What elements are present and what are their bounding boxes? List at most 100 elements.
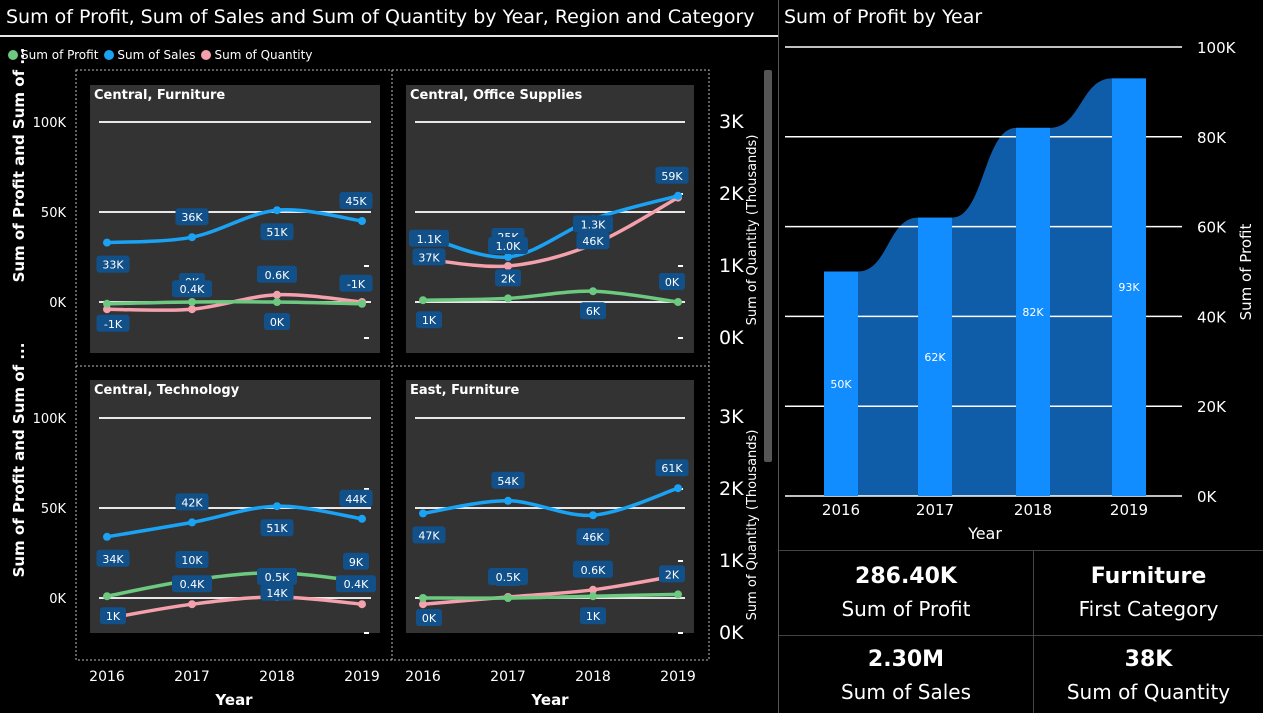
- data-point: [188, 518, 196, 527]
- data-label-box: [260, 519, 294, 537]
- data-point: [419, 296, 427, 305]
- kpi-sales-label: Sum of Sales: [840, 680, 972, 704]
- kpi-first-category-value: Furniture: [1090, 564, 1207, 589]
- bar: [1112, 78, 1146, 497]
- left-chart-title: Sum of Profit, Sum of Sales and Sum of Q…: [6, 6, 755, 28]
- series-line-sum-of-profit: [106, 571, 363, 598]
- data-label: 2K: [501, 272, 516, 285]
- kpi-profit-value: 286.40K: [855, 564, 957, 589]
- kpi-card-first-category[interactable]: Furniture First Category: [1034, 564, 1263, 621]
- panel-background: [406, 85, 694, 353]
- right-visual: Sum of Profit by Year 100K 80K 60K 40K 20K 0K…: [779, 0, 1263, 550]
- data-label: 45K: [345, 195, 367, 208]
- data-point: [188, 233, 196, 242]
- y-left-tick-label: 100K: [33, 412, 67, 427]
- panel-title: Central, Technology: [94, 383, 240, 398]
- data-label-box: [96, 255, 130, 273]
- y-left-tick-label: 50K: [41, 206, 67, 221]
- data-label-box: [491, 471, 525, 489]
- data-label: 46K: [582, 235, 604, 248]
- bar-data-label: 62K: [924, 351, 946, 364]
- x-tick-label: 2016: [405, 669, 441, 685]
- data-label-box: [264, 313, 290, 330]
- data-label: 54K: [497, 475, 519, 488]
- legend: Sum of Profit Sum of Sales Sum of Quanti…: [8, 48, 312, 62]
- data-label-box: [172, 280, 212, 298]
- kpi-card-quantity[interactable]: 38K Sum of Quantity: [1034, 647, 1263, 704]
- x-tick-label: 2018: [1014, 501, 1052, 519]
- data-label-box: [100, 607, 126, 625]
- y-left-tick-label: 0K: [49, 592, 66, 607]
- data-label: 61K: [661, 462, 683, 475]
- data-point: [273, 502, 281, 511]
- series-line-sum-of-sales: [422, 194, 679, 259]
- data-label: 0.6K: [581, 564, 606, 577]
- y-left-tick-label: 50K: [41, 502, 67, 517]
- data-label: 0.4K: [180, 283, 205, 296]
- data-label: 34K: [102, 553, 124, 566]
- data-point: [358, 299, 366, 308]
- data-point: [419, 600, 427, 609]
- legend-item-profit[interactable]: Sum of Profit: [8, 48, 98, 62]
- bar: [824, 271, 858, 496]
- y-left-tick-label: 100K: [33, 116, 67, 131]
- scrollbar[interactable]: [764, 70, 772, 462]
- bar-data-label: 50K: [830, 378, 852, 391]
- kpi-card-sales[interactable]: 2.30M Sum of Sales: [779, 647, 1033, 704]
- data-label: 59K: [661, 170, 683, 183]
- data-label-box: [96, 549, 130, 567]
- data-label-box: [576, 528, 610, 546]
- kpi-card-profit[interactable]: 286.40K Sum of Profit: [779, 564, 1033, 621]
- series-line-sum-of-sales: [106, 208, 363, 245]
- data-label: 47K: [418, 529, 440, 542]
- data-point: [504, 594, 512, 602]
- y-left-axis-title: Sum of Profit and Sum of ...: [10, 343, 28, 578]
- bar: [1016, 127, 1050, 496]
- x-tick-label: 2019: [660, 669, 696, 685]
- panel-title: East, Furniture: [410, 383, 520, 398]
- data-label: 0.4K: [344, 578, 369, 591]
- data-point: [273, 206, 281, 215]
- data-point: [419, 509, 427, 518]
- x-tick-label: 2016: [822, 501, 860, 519]
- x-tick-label: 2019: [344, 669, 380, 685]
- data-label: -1K: [104, 318, 123, 331]
- data-point: [674, 590, 682, 599]
- data-point: [674, 298, 682, 306]
- series-line-sum-of-profit: [422, 592, 679, 600]
- legend-quantity-dot-icon: [201, 50, 212, 60]
- legend-sales-label: Sum of Sales: [117, 48, 196, 62]
- data-point: [188, 600, 196, 609]
- x-tick-label: 2017: [174, 669, 210, 685]
- data-point: [188, 298, 196, 306]
- series-line-sum-of-sales: [106, 504, 363, 539]
- x-tick-label: 2019: [1110, 501, 1148, 519]
- x-tick-label: 2016: [89, 669, 125, 685]
- data-label: 1K: [106, 610, 121, 623]
- profit-by-year-chart: 100K 80K 60K 40K 20K 0K 50K 2016 62K 2017 82K 2018 9…: [785, 39, 1255, 543]
- data-point: [504, 253, 512, 261]
- data-label: 0.5K: [496, 571, 521, 584]
- x-axis-title: Year: [530, 691, 569, 709]
- data-label: 0K: [270, 316, 285, 329]
- data-label-box: [655, 166, 689, 184]
- data-label: 0.4K: [180, 578, 205, 591]
- legend-item-quantity[interactable]: Sum of Quantity: [201, 48, 312, 62]
- legend-profit-dot-icon: [8, 50, 18, 60]
- data-label-box: [336, 575, 376, 593]
- ribbon-area: [824, 78, 1146, 497]
- data-label-box: [495, 269, 521, 287]
- series-line-sum-of-quantity: [422, 196, 679, 269]
- bar-data-label: 82K: [1022, 306, 1044, 319]
- kpi-profit-label: Sum of Profit: [841, 597, 971, 621]
- y-left-axis-title: Sum of Profit and Sum of ...: [10, 48, 28, 283]
- y-tick-label: 100K: [1197, 39, 1237, 57]
- data-point: [188, 305, 196, 314]
- divider-kpi-middle: [779, 635, 1263, 636]
- legend-quantity-label: Sum of Quantity: [214, 48, 313, 62]
- data-point: [103, 592, 111, 601]
- data-label-box: [573, 560, 613, 578]
- x-tick-label: 2017: [490, 669, 526, 685]
- legend-item-sales[interactable]: Sum of Sales: [104, 48, 195, 62]
- data-point: [504, 294, 512, 303]
